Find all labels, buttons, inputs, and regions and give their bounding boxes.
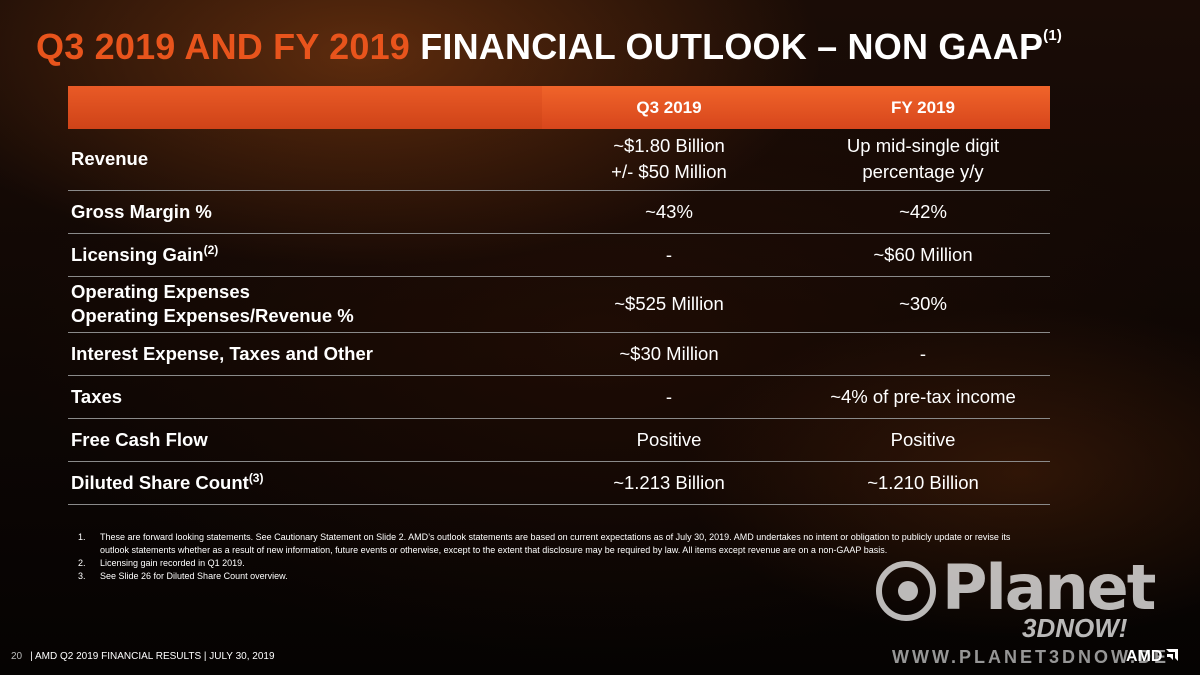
header-q3: Q3 2019 — [542, 86, 796, 129]
fy-value: - — [796, 332, 1050, 376]
row-label: Interest Expense, Taxes and Other — [68, 332, 542, 376]
footnote-ref: (2) — [203, 243, 219, 257]
row-label: Operating Expenses/Revenue % — [71, 305, 354, 326]
footnote-number: 1. — [78, 532, 86, 542]
row-label-cell: Diluted Share Count(3) — [68, 461, 542, 505]
slide-title: Q3 2019 AND FY 2019 FINANCIAL OUTLOOK – … — [36, 26, 1062, 68]
q3-value-line: +/- $50 Million — [611, 161, 727, 183]
planet-logo-icon — [876, 561, 936, 621]
table-row: Revenue ~$1.80 Billion +/- $50 Million U… — [68, 129, 1050, 191]
table-row: Diluted Share Count(3) ~1.213 Billion ~1… — [68, 461, 1050, 505]
q3-value: - — [542, 375, 796, 419]
footnote-item: 2. Licensing gain recorded in Q1 2019. — [78, 557, 1038, 570]
fy-value-line: percentage y/y — [862, 161, 984, 183]
header-label-cell — [68, 86, 542, 129]
footer-text: | AMD Q2 2019 FINANCIAL RESULTS | JULY 3… — [30, 651, 275, 662]
footnote-number: 2. — [78, 558, 86, 568]
title-accent: Q3 2019 AND FY 2019 — [36, 26, 411, 67]
fy-value: ~$60 Million — [796, 233, 1050, 277]
q3-value-line: ~$1.80 Billion — [613, 135, 725, 157]
row-label: Revenue — [68, 129, 542, 191]
fy-value: Up mid-single digit percentage y/y — [796, 129, 1050, 191]
fy-value: Positive — [796, 418, 1050, 462]
row-label: Gross Margin % — [68, 190, 542, 234]
table-row: Gross Margin % ~43% ~42% — [68, 190, 1050, 234]
q3-value: - — [542, 233, 796, 277]
row-label: Taxes — [68, 375, 542, 419]
row-label: Licensing Gain — [71, 244, 204, 265]
page-number: 20 — [11, 651, 23, 662]
footnote-text: Licensing gain recorded in Q1 2019. — [100, 558, 245, 568]
q3-value: ~1.213 Billion — [542, 461, 796, 505]
table-row: Free Cash Flow Positive Positive — [68, 418, 1050, 462]
table-row: Interest Expense, Taxes and Other ~$30 M… — [68, 332, 1050, 376]
title-footnote-ref: (1) — [1043, 27, 1063, 44]
table-row: Taxes - ~4% of pre-tax income — [68, 375, 1050, 419]
footnote-text: These are forward looking statements. Se… — [100, 532, 1011, 555]
amd-arrow-icon — [1166, 649, 1179, 661]
q3-value: ~43% — [542, 190, 796, 234]
fy-value: ~4% of pre-tax income — [796, 375, 1050, 419]
table-header-row: Q3 2019 FY 2019 — [68, 86, 1050, 129]
row-label-cell: Licensing Gain(2) — [68, 233, 542, 277]
watermark-sub: 3DNOW! — [1022, 613, 1128, 643]
q3-value: ~$30 Million — [542, 332, 796, 376]
outlook-table: Q3 2019 FY 2019 Revenue ~$1.80 Billion +… — [68, 86, 1050, 505]
watermark-word: Planet — [942, 551, 1156, 624]
q3-value: ~$1.80 Billion +/- $50 Million — [542, 129, 796, 191]
fy-value-line: Up mid-single digit — [846, 135, 1000, 157]
fy-value: ~30% — [796, 276, 1050, 333]
footnote-number: 3. — [78, 571, 86, 581]
table-row: Operating Expenses Operating Expenses/Re… — [68, 276, 1050, 333]
header-fy: FY 2019 — [796, 86, 1050, 129]
q3-value: Positive — [542, 418, 796, 462]
row-label: Diluted Share Count — [71, 472, 249, 493]
amd-logo-text: AMD — [1126, 648, 1163, 665]
footnotes: 1. These are forward looking statements. … — [78, 531, 1038, 583]
row-label-cell: Operating Expenses Operating Expenses/Re… — [68, 276, 542, 333]
title-rest: FINANCIAL OUTLOOK – NON GAAP — [420, 26, 1044, 67]
watermark-url: WWW.PLANET3DNOW.DE — [892, 647, 1169, 667]
table-row: Licensing Gain(2) - ~$60 Million — [68, 233, 1050, 277]
footnote-item: 1. These are forward looking statements. … — [78, 531, 1038, 557]
footnote-ref: (3) — [248, 471, 264, 485]
q3-value: ~$525 Million — [542, 276, 796, 333]
row-label: Operating Expenses — [71, 281, 250, 302]
planet3dnow-watermark: Planet 3DNOW! WWW.PLANET3DNOW.DE — [872, 551, 1192, 667]
amd-logo: AMD — [1126, 648, 1179, 666]
fy-value: ~1.210 Billion — [796, 461, 1050, 505]
slide-footer: 20 | AMD Q2 2019 FINANCIAL RESULTS | JULY… — [11, 651, 275, 662]
footnote-item: 3. See Slide 26 for Diluted Share Count o… — [78, 570, 1038, 583]
footnote-text: See Slide 26 for Diluted Share Count ove… — [100, 571, 288, 581]
fy-value: ~42% — [796, 190, 1050, 234]
row-label: Free Cash Flow — [68, 418, 542, 462]
